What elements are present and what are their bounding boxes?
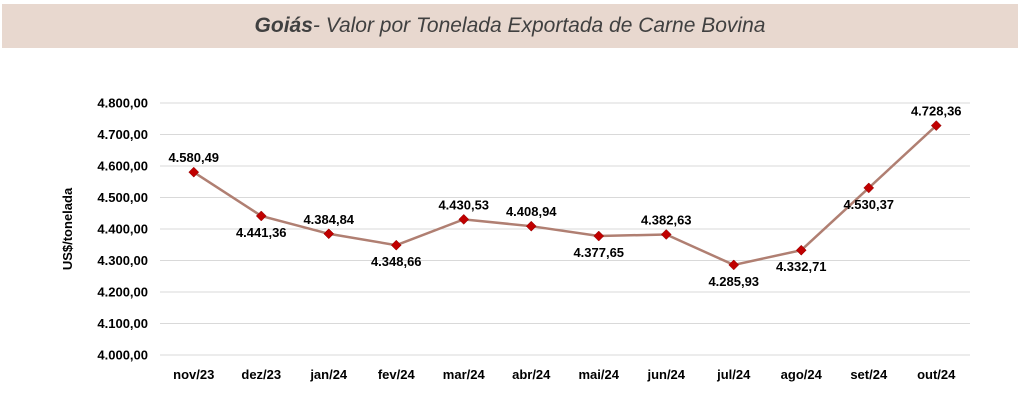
data-label: 4.382,63 [641,212,692,227]
data-labels-group: 4.580,49 4.441,36 4.384,84 4.348,66 4.430,53… [168,104,961,289]
y-tick-label: 4.300,00 [97,253,148,268]
data-point-marker [660,229,672,240]
x-tick-label: mai/24 [579,367,620,382]
data-label: 4.377,65 [573,245,624,260]
x-tick-label: abr/24 [512,367,551,382]
x-tick-label: dez/23 [241,367,281,382]
data-label: 4.441,36 [236,225,287,240]
y-tick-label: 4.400,00 [97,222,148,237]
y-tick-label: 4.100,00 [97,316,148,331]
data-point-marker [255,210,267,222]
data-label: 4.580,49 [168,150,219,165]
data-point-marker [863,182,875,194]
x-axis-ticks: nov/23 dez/23 jan/24 fev/24 mar/24 abr/24 mai/… [173,367,956,382]
data-point-marker [188,166,200,178]
data-label: 4.530,37 [843,197,894,212]
series-line-group [193,124,938,267]
x-tick-label: mar/24 [443,367,486,382]
y-tick-label: 4.800,00 [97,96,148,111]
data-point-marker [728,259,740,271]
data-point-marker [323,228,335,240]
data-point-marker [458,214,470,225]
data-label: 4.728,36 [911,104,962,119]
y-tick-label: 4.200,00 [97,285,148,300]
x-tick-label: nov/23 [173,367,214,382]
data-point-marker [525,220,537,232]
data-point-marker [930,120,942,131]
data-label: 4.348,66 [371,254,422,269]
x-tick-label: ago/24 [781,367,823,382]
data-label: 4.285,93 [708,274,759,289]
x-tick-label: jul/24 [716,367,751,382]
x-tick-label: jan/24 [309,367,348,382]
data-label: 4.430,53 [438,197,489,212]
chart-title-bar: Goiás - Valor por Tonelada Exportada de … [2,4,1018,48]
markers-group [188,120,942,271]
data-label: 4.384,84 [303,212,354,227]
series-line [193,124,938,267]
data-label: 4.408,94 [506,204,557,219]
data-point-marker [593,230,605,242]
x-tick-label: set/24 [850,367,888,382]
data-label: 4.332,71 [776,259,827,274]
y-axis-label: US$/tonelada [60,187,75,270]
chart-title-state: Goiás [254,14,313,37]
gridlines [160,102,970,356]
x-tick-label: out/24 [917,367,956,382]
y-tick-label: 4.600,00 [97,159,148,174]
chart-title-text: - Valor por Tonelada Exportada de Carne … [312,14,766,37]
data-point-marker [390,239,402,251]
data-point-marker [795,244,807,256]
y-tick-label: 4.500,00 [97,190,148,205]
y-axis-ticks: 4.000,00 4.100,00 4.200,00 4.300,00 4.400,00… [97,96,148,363]
x-tick-label: fev/24 [378,367,416,382]
x-tick-label: jun/24 [646,367,685,382]
y-tick-label: 4.700,00 [97,127,148,142]
y-tick-label: 4.000,00 [97,348,148,363]
